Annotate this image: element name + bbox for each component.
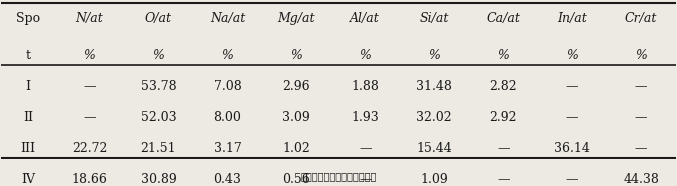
Text: —: — <box>497 173 510 186</box>
Text: %: % <box>152 49 165 62</box>
Text: II: II <box>23 111 33 124</box>
Text: —: — <box>497 142 510 155</box>
Text: 36.14: 36.14 <box>554 142 590 155</box>
Text: —: — <box>566 111 578 124</box>
Text: 1.09: 1.09 <box>420 173 448 186</box>
Text: 18.66: 18.66 <box>72 173 108 186</box>
Text: 1.93: 1.93 <box>351 111 379 124</box>
Text: 31.48: 31.48 <box>416 80 452 93</box>
Text: —: — <box>566 173 578 186</box>
Text: %: % <box>290 49 303 62</box>
Text: IV: IV <box>21 173 35 186</box>
Text: 2.92: 2.92 <box>489 111 517 124</box>
Text: III: III <box>21 142 36 155</box>
Text: —: — <box>83 111 95 124</box>
Text: 3.09: 3.09 <box>282 111 310 124</box>
Text: 32.02: 32.02 <box>416 111 452 124</box>
Text: %: % <box>566 49 578 62</box>
Text: %: % <box>635 49 647 62</box>
Text: 0.43: 0.43 <box>213 173 241 186</box>
Text: Ca/at: Ca/at <box>486 12 520 25</box>
Text: %: % <box>221 49 234 62</box>
Text: 0.56: 0.56 <box>282 173 310 186</box>
Text: 表对比分析结果对比分析结果: 表对比分析结果对比分析结果 <box>301 172 376 181</box>
Text: %: % <box>83 49 95 62</box>
Text: 1.02: 1.02 <box>282 142 310 155</box>
Text: N/at: N/at <box>76 12 104 25</box>
Text: 44.38: 44.38 <box>624 173 659 186</box>
Text: %: % <box>429 49 440 62</box>
Text: Si/at: Si/at <box>420 12 449 25</box>
Text: 53.78: 53.78 <box>141 80 176 93</box>
Text: 3.17: 3.17 <box>213 142 241 155</box>
Text: 8.00: 8.00 <box>213 111 241 124</box>
Text: 21.51: 21.51 <box>141 142 176 155</box>
Text: %: % <box>359 49 371 62</box>
Text: —: — <box>359 142 372 155</box>
Text: 15.44: 15.44 <box>416 142 452 155</box>
Text: Al/at: Al/at <box>351 12 380 25</box>
Text: 1.88: 1.88 <box>351 80 379 93</box>
Text: —: — <box>83 80 95 93</box>
Text: t: t <box>26 49 30 62</box>
Text: —: — <box>635 80 647 93</box>
Text: 7.08: 7.08 <box>213 80 241 93</box>
Text: In/at: In/at <box>557 12 587 25</box>
Text: 52.03: 52.03 <box>141 111 176 124</box>
Text: —: — <box>359 173 372 186</box>
Text: —: — <box>566 80 578 93</box>
Text: I: I <box>26 80 30 93</box>
Text: Cr/at: Cr/at <box>625 12 657 25</box>
Text: Spo: Spo <box>16 12 40 25</box>
Text: 2.96: 2.96 <box>282 80 310 93</box>
Text: %: % <box>498 49 509 62</box>
Text: —: — <box>635 111 647 124</box>
Text: —: — <box>635 142 647 155</box>
Text: O/at: O/at <box>145 12 172 25</box>
Text: 22.72: 22.72 <box>72 142 107 155</box>
Text: Mg/at: Mg/at <box>278 12 315 25</box>
Text: 30.89: 30.89 <box>141 173 176 186</box>
Text: 2.82: 2.82 <box>489 80 517 93</box>
Text: Na/at: Na/at <box>210 12 245 25</box>
